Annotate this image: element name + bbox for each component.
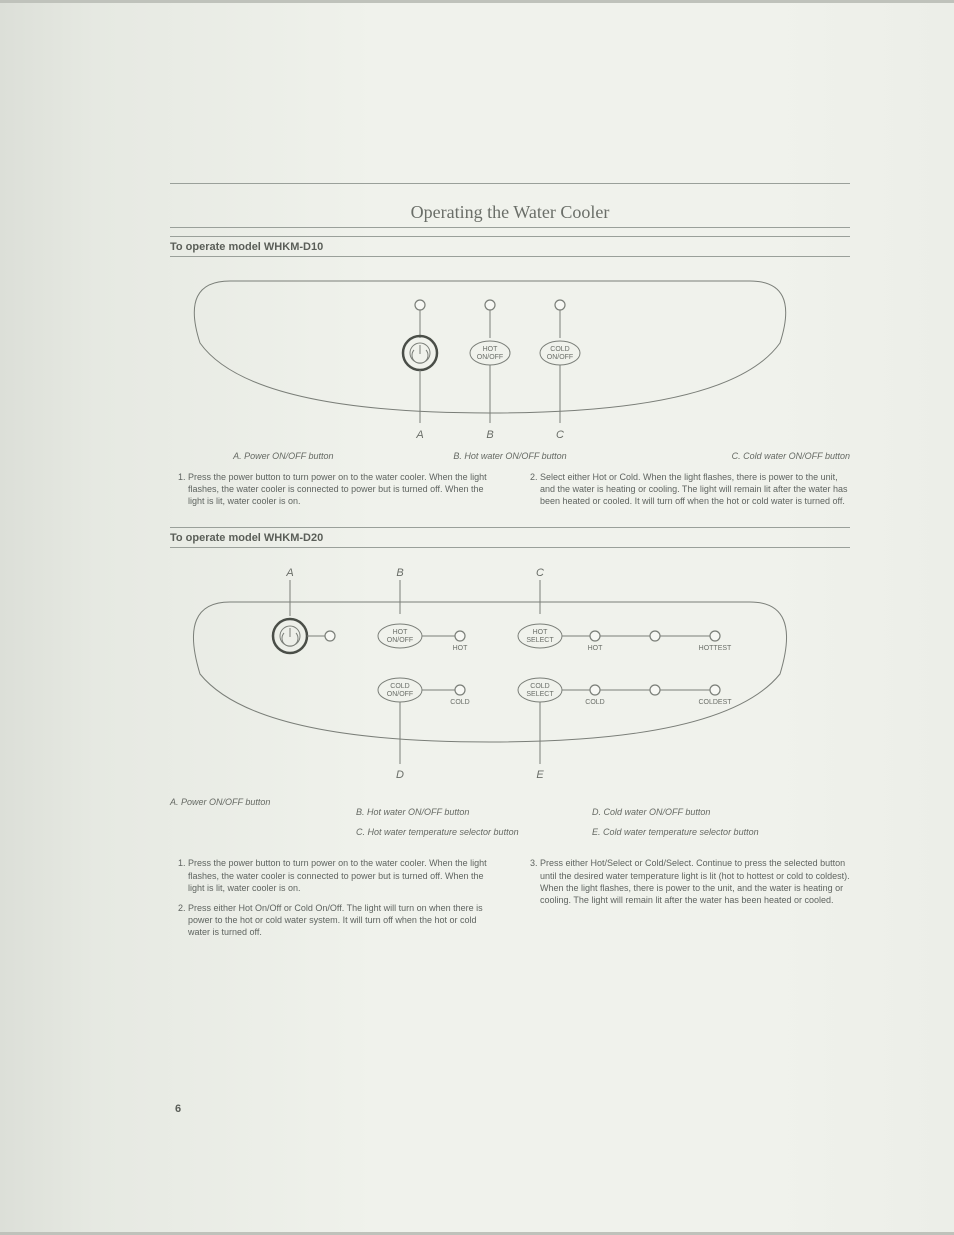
- page-title: Operating the Water Cooler: [170, 202, 850, 228]
- page-number: 6: [175, 1103, 181, 1115]
- d20-steps: Press the power button to turn power on …: [170, 857, 850, 946]
- d10-hot-label-line1: HOT: [483, 346, 499, 353]
- d20-caption-D: D. Cold water ON/OFF button: [592, 807, 850, 817]
- d10-callout-C: C: [556, 429, 564, 441]
- d20-callout-C: C: [536, 567, 544, 579]
- d20-heading: To operate model WHKM-D20: [170, 527, 850, 548]
- svg-text:SELECT: SELECT: [526, 637, 554, 644]
- svg-text:COLD: COLD: [585, 699, 604, 706]
- d10-cold-label-line2: ON/OFF: [547, 354, 573, 361]
- d10-panel-figure: HOT ON/OFF COLD ON/OFF A B C: [170, 273, 850, 443]
- d10-caption-A: A. Power ON/OFF button: [170, 451, 397, 461]
- d20-hot-end: HOTTEST: [699, 645, 732, 652]
- d10-heading: To operate model WHKM-D10: [170, 236, 850, 257]
- d20-callout-D: D: [396, 769, 404, 781]
- d10-callout-A: A: [415, 429, 423, 441]
- svg-text:HOT: HOT: [588, 645, 604, 652]
- d10-cold-label-line1: COLD: [550, 346, 569, 353]
- d20-step-3: Press either Hot/Select or Cold/Select. …: [540, 857, 850, 906]
- d20-caption-B: B. Hot water ON/OFF button: [356, 807, 586, 817]
- d20-step-1: Press the power button to turn power on …: [188, 857, 498, 893]
- d10-caption-C: C. Cold water ON/OFF button: [623, 451, 850, 461]
- d20-callout-E: E: [536, 769, 544, 781]
- svg-text:COLD: COLD: [530, 683, 549, 690]
- d10-callout-B: B: [486, 429, 493, 441]
- d20-caption-E: E. Cold water temperature selector butto…: [592, 827, 850, 837]
- d10-caption-B: B. Hot water ON/OFF button: [397, 451, 624, 461]
- svg-text:HOT: HOT: [533, 629, 549, 636]
- page-content: Operating the Water Cooler To operate mo…: [170, 183, 850, 946]
- d10-captions: A. Power ON/OFF button B. Hot water ON/O…: [170, 451, 850, 461]
- d10-hot-label-line2: ON/OFF: [477, 354, 503, 361]
- svg-text:SELECT: SELECT: [526, 691, 554, 698]
- d20-callout-B: B: [396, 567, 403, 579]
- svg-text:ON/OFF: ON/OFF: [387, 637, 413, 644]
- d10-step-1: Press the power button to turn power on …: [188, 471, 498, 507]
- d20-caption-A: A. Power ON/OFF button: [170, 797, 350, 847]
- d10-steps: Press the power button to turn power on …: [170, 471, 850, 515]
- d10-step-2: Select either Hot or Cold. When the ligh…: [540, 471, 850, 507]
- svg-text:ON/OFF: ON/OFF: [387, 691, 413, 698]
- d20-cold-end: COLDEST: [698, 699, 732, 706]
- d20-panel-figure: A B C HOT ON/OFF: [170, 564, 850, 789]
- d20-caption-C: C. Hot water temperature selector button: [356, 827, 586, 837]
- scanned-page: Operating the Water Cooler To operate mo…: [0, 0, 954, 1235]
- d20-hot-mid: HOT: [453, 645, 469, 652]
- d20-captions: A. Power ON/OFF button B. Hot water ON/O…: [170, 797, 850, 847]
- d20-cold-mid: COLD: [450, 699, 469, 706]
- svg-text:HOT: HOT: [393, 629, 409, 636]
- svg-text:COLD: COLD: [390, 683, 409, 690]
- top-rule: [170, 183, 850, 184]
- d20-step-2: Press either Hot On/Off or Cold On/Off. …: [188, 902, 498, 938]
- d20-callout-A: A: [285, 567, 293, 579]
